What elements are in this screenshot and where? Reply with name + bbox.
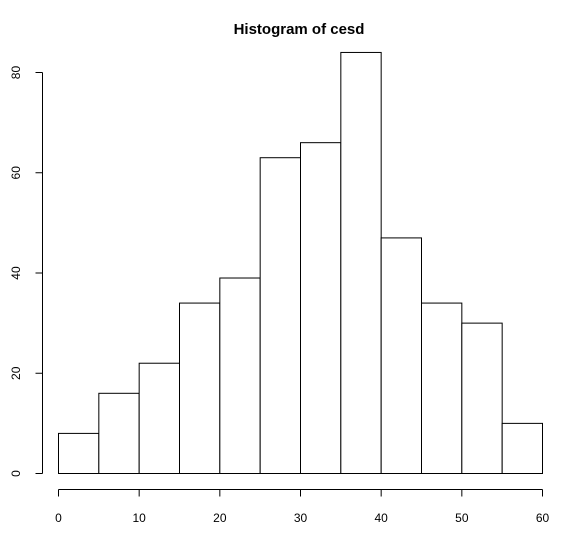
histogram-bar-2: [138, 362, 181, 475]
y-tick-label-0: 0: [9, 470, 23, 477]
x-tick-label-5: 50: [455, 511, 469, 525]
histogram-bar-3: [179, 302, 221, 475]
y-tick-label-1: 20: [9, 366, 23, 380]
x-tick-label-0: 0: [55, 511, 62, 525]
histogram-bar-7: [340, 51, 382, 474]
histogram-bar-5: [259, 157, 301, 474]
y-tick-label-4: 80: [9, 66, 23, 80]
x-tick-label-4: 40: [374, 511, 388, 525]
y-tick-label-3: 60: [9, 166, 23, 180]
x-tick-label-3: 30: [294, 511, 308, 525]
y-axis: 0 20 40 60 80: [9, 66, 43, 477]
x-tick-label-2: 20: [213, 511, 227, 525]
histogram-bar-6: [300, 142, 342, 475]
x-tick-label-6: 60: [536, 511, 550, 525]
histogram-bar-9: [421, 302, 463, 475]
histogram-bar-4: [219, 277, 261, 475]
histogram-bar-10: [461, 322, 503, 474]
histogram-bar-11: [501, 422, 543, 474]
x-axis: 0 10 20 30 40 50 60: [55, 489, 550, 525]
histogram-bar-0: [58, 432, 100, 474]
histogram-bar-1: [98, 392, 140, 474]
x-tick-label-1: 10: [132, 511, 146, 525]
y-tick-label-2: 40: [9, 266, 23, 280]
chart-title: Histogram of cesd: [234, 21, 365, 38]
bars-group: [58, 51, 543, 475]
histogram-bar-8: [380, 237, 422, 474]
